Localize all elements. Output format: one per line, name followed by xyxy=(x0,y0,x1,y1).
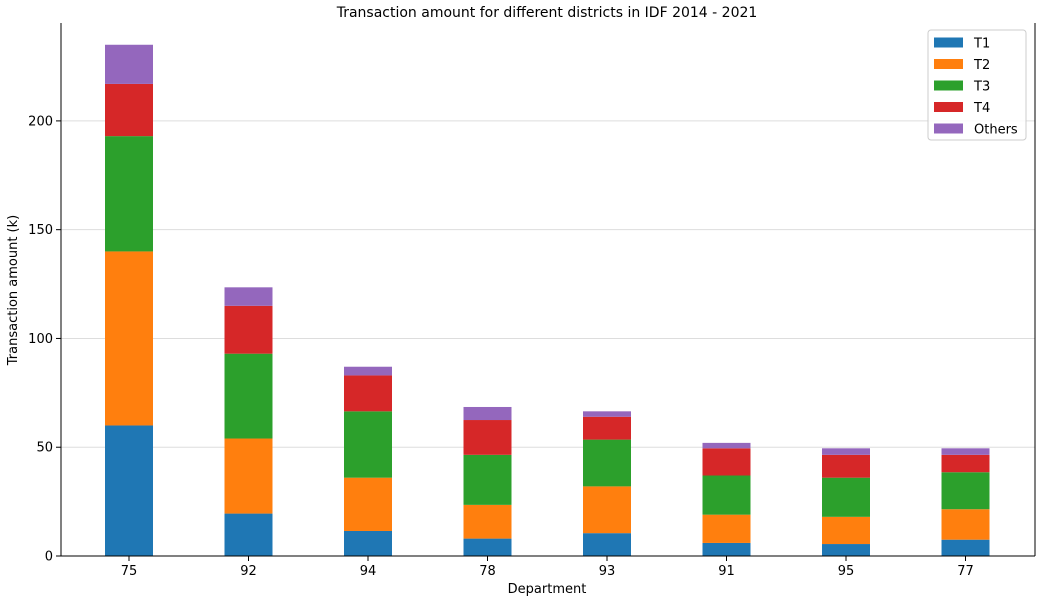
bar-t3-77 xyxy=(941,472,990,510)
bar-t1-91 xyxy=(702,542,751,556)
legend-swatch-t4 xyxy=(934,102,963,112)
bar-t4-75 xyxy=(105,83,153,137)
bar-t1-75 xyxy=(105,425,153,556)
x-tick-label: 92 xyxy=(240,564,257,579)
bar-others-78 xyxy=(463,406,512,421)
bar-t4-93 xyxy=(583,416,631,440)
x-tick-label: 78 xyxy=(479,564,496,579)
bar-t3-93 xyxy=(583,439,631,487)
x-tick-label: 93 xyxy=(599,564,616,579)
legend: T1 T2 T3 T4 Others xyxy=(927,29,1027,141)
chart-title: Transaction amount for different distric… xyxy=(336,5,758,21)
y-axis-title: Transaction amount (k) xyxy=(6,215,21,366)
x-tick-label: 95 xyxy=(838,564,855,579)
bar-others-93 xyxy=(583,411,631,417)
bar-t3-92 xyxy=(224,353,273,439)
bar-t3-91 xyxy=(702,475,751,515)
y-tick-label: 0 xyxy=(45,550,53,565)
bar-t2-75 xyxy=(105,251,153,426)
bar-others-91 xyxy=(702,442,751,449)
bar-others-95 xyxy=(822,448,870,455)
bar-t1-95 xyxy=(822,544,870,556)
legend-label-t2: T2 xyxy=(973,58,990,73)
bar-t1-78 xyxy=(463,538,512,556)
bar-t1-77 xyxy=(941,539,990,556)
x-tick-label: 94 xyxy=(360,564,377,579)
bar-t1-94 xyxy=(344,530,392,556)
y-tick-label: 200 xyxy=(28,114,53,129)
bar-t4-95 xyxy=(822,454,870,478)
bars xyxy=(105,44,990,556)
legend-box xyxy=(927,29,1027,141)
x-tick-label: 91 xyxy=(718,564,735,579)
bar-t1-92 xyxy=(224,513,273,556)
bar-t1-93 xyxy=(583,533,631,556)
bar-t2-92 xyxy=(224,438,273,514)
legend-label-t1: T1 xyxy=(973,37,990,52)
bar-t2-95 xyxy=(822,516,870,545)
gridlines xyxy=(61,120,1035,448)
legend-swatch-others xyxy=(934,123,963,134)
legend-label-t4: T4 xyxy=(973,101,990,116)
bar-t2-91 xyxy=(702,514,751,543)
bar-t3-94 xyxy=(344,411,392,478)
legend-label-t3: T3 xyxy=(973,80,990,95)
legend-label-others: Others xyxy=(974,123,1018,138)
y-tick-label: 50 xyxy=(36,441,53,456)
bar-t4-94 xyxy=(344,375,392,412)
bar-t3-78 xyxy=(463,454,512,505)
bar-t4-77 xyxy=(941,454,990,473)
bar-others-77 xyxy=(941,448,990,455)
y-tick-label: 150 xyxy=(28,223,53,238)
bar-t2-78 xyxy=(463,504,512,539)
bar-t2-94 xyxy=(344,477,392,531)
bar-t3-95 xyxy=(822,477,870,517)
bar-t2-77 xyxy=(941,509,990,540)
bar-others-94 xyxy=(344,366,392,376)
legend-swatch-t1 xyxy=(934,37,963,48)
bar-others-75 xyxy=(105,44,153,84)
bar-t4-92 xyxy=(224,305,273,354)
x-axis-title: Department xyxy=(508,582,587,597)
legend-swatch-t2 xyxy=(934,59,963,69)
bar-t2-93 xyxy=(583,486,631,534)
ticks: 0 50 100 150 200 75 92 94 78 93 91 95 77 xyxy=(28,114,974,579)
y-tick-label: 100 xyxy=(28,332,53,347)
x-tick-label: 77 xyxy=(957,564,974,579)
bar-t4-78 xyxy=(463,420,512,455)
axes xyxy=(60,23,1036,557)
bar-others-92 xyxy=(224,287,273,306)
x-tick-label: 75 xyxy=(121,564,138,579)
legend-swatch-t3 xyxy=(934,80,963,91)
bar-t3-75 xyxy=(105,136,153,252)
bar-t4-91 xyxy=(702,448,751,476)
